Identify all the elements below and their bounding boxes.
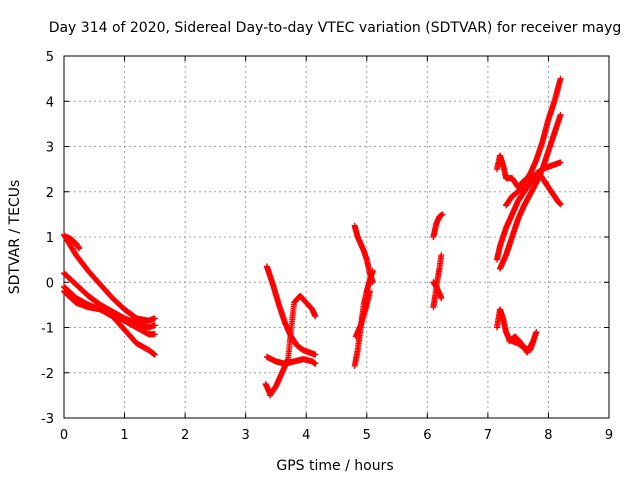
data-point xyxy=(533,329,540,336)
data-points xyxy=(61,75,564,399)
series-track-l xyxy=(352,288,373,340)
data-point xyxy=(266,390,273,397)
data-point xyxy=(557,201,564,208)
x-tick-label: 5 xyxy=(363,428,371,443)
data-point xyxy=(151,351,158,358)
axis-ticks: 0 1 2 3 4 5 6 7 8 9 -3 -2 -1 0 1 2 3 4 5 xyxy=(41,50,613,443)
data-point xyxy=(151,331,158,338)
series-track-n xyxy=(430,211,446,240)
y-tick-label: 0 xyxy=(46,276,54,291)
data-point xyxy=(438,295,445,302)
series-track-c xyxy=(61,283,158,338)
x-tick-label: 4 xyxy=(302,428,310,443)
data-point xyxy=(557,75,564,82)
series-track-s xyxy=(503,75,564,209)
x-tick-label: 9 xyxy=(605,428,613,443)
y-tick-label: -3 xyxy=(41,412,54,427)
x-tick-label: 0 xyxy=(60,428,68,443)
x-tick-label: 2 xyxy=(181,428,189,443)
x-tick-label: 8 xyxy=(544,428,552,443)
data-point xyxy=(312,351,319,358)
data-point xyxy=(151,315,158,322)
x-tick-label: 3 xyxy=(242,428,250,443)
data-point xyxy=(530,338,537,345)
data-point xyxy=(366,288,373,295)
y-tick-label: 5 xyxy=(46,50,54,65)
series-track-m xyxy=(430,252,445,311)
series-track-o xyxy=(430,279,445,302)
chart-title: Day 314 of 2020, Sidereal Day-to-day VTE… xyxy=(49,20,622,36)
data-point xyxy=(312,360,319,367)
data-point xyxy=(312,313,319,320)
data-point xyxy=(557,159,564,166)
data-point xyxy=(439,211,446,218)
series-track-i xyxy=(262,381,273,397)
x-tick-label: 1 xyxy=(120,428,128,443)
y-tick-label: 4 xyxy=(46,95,54,110)
series-track-g xyxy=(263,353,319,367)
series-track-f xyxy=(263,263,319,358)
y-tick-label: 3 xyxy=(46,141,54,156)
y-tick-label: 1 xyxy=(46,231,54,246)
series-track-h xyxy=(266,292,319,399)
series-track-a xyxy=(61,231,158,324)
y-tick-label: 2 xyxy=(46,186,54,201)
data-point xyxy=(369,267,376,274)
series-track-e xyxy=(64,234,83,252)
series-track-d xyxy=(61,288,158,358)
grid xyxy=(64,56,609,418)
y-tick-label: -2 xyxy=(41,367,54,382)
data-point xyxy=(151,322,158,329)
y-tick-label: -1 xyxy=(41,322,54,337)
x-tick-label: 7 xyxy=(484,428,492,443)
series-track-v xyxy=(506,333,537,356)
x-tick-label: 6 xyxy=(423,428,431,443)
series-track-t xyxy=(536,170,564,208)
data-point xyxy=(76,245,83,252)
data-point xyxy=(557,111,564,118)
y-axis-label: SDTVAR / TECUs xyxy=(7,180,23,295)
data-point xyxy=(438,252,445,259)
x-axis-label: GPS time / hours xyxy=(276,458,393,474)
